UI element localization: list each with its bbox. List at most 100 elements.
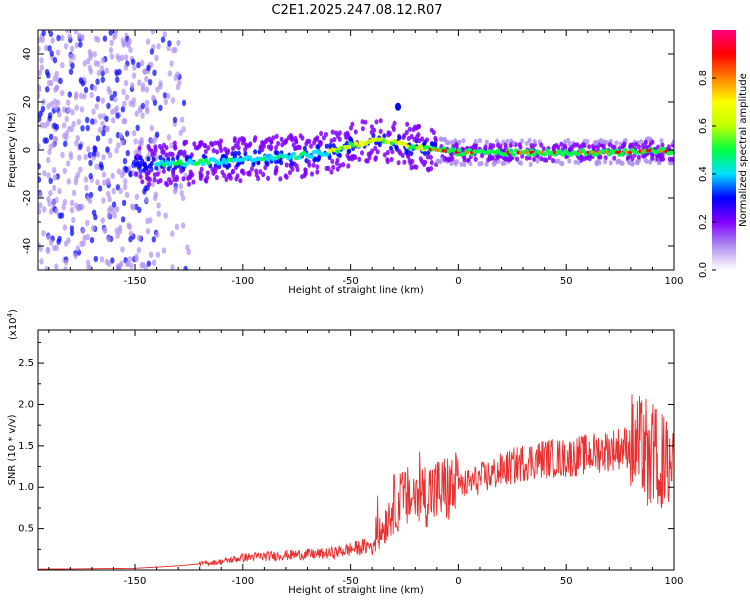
noise-blob	[113, 30, 118, 35]
band-blob	[276, 140, 281, 147]
noise-blob	[133, 138, 138, 145]
noise-blob	[83, 176, 89, 183]
band-blob	[309, 143, 313, 149]
noise-blob	[111, 117, 116, 124]
band-blob	[220, 169, 225, 175]
band-blob	[541, 146, 546, 152]
ridge-blob	[291, 151, 297, 157]
band-blob	[563, 139, 568, 145]
noise-blob	[38, 245, 43, 252]
noise-blob	[69, 229, 75, 237]
noise-blob	[117, 68, 122, 76]
noise-blob	[127, 223, 132, 230]
band-blob	[252, 137, 257, 143]
noise-blob	[49, 239, 54, 246]
band-blob	[524, 155, 529, 161]
noise-blob	[80, 125, 85, 132]
band-blob	[147, 181, 152, 187]
noise-blob	[130, 82, 135, 89]
noise-blob	[122, 100, 127, 107]
band-blob	[438, 136, 443, 142]
band-blob	[294, 163, 299, 169]
band-blob	[182, 139, 187, 146]
noise-blob	[123, 79, 129, 87]
noise-blob	[125, 260, 130, 267]
noise-blob	[38, 110, 43, 118]
noise-blob	[45, 86, 50, 93]
band-blob	[152, 177, 157, 183]
band-blob	[315, 135, 320, 141]
noise-blob	[93, 35, 99, 42]
band-blob	[166, 177, 171, 183]
band-blob	[319, 130, 324, 137]
noise-blob	[105, 177, 111, 184]
noise-blob	[75, 171, 81, 178]
noise-blob	[109, 39, 114, 47]
band-blob	[206, 145, 211, 151]
noise-blob	[68, 53, 73, 60]
band-blob	[214, 174, 219, 181]
noise-blob	[46, 234, 51, 241]
noise-blob	[148, 217, 153, 224]
noise-blob	[100, 70, 105, 77]
noise-blob	[59, 212, 65, 219]
band-blob	[137, 145, 142, 151]
noise-blob	[171, 47, 176, 54]
noise-blob	[127, 38, 132, 45]
band-blob	[520, 138, 525, 144]
noise-blob	[140, 102, 146, 110]
noise-blob	[155, 231, 160, 239]
noise-blob	[70, 109, 75, 116]
band-blob	[397, 135, 402, 141]
ridge-blob	[268, 153, 273, 159]
band-blob	[614, 140, 619, 146]
noise-blob	[89, 91, 94, 99]
noise-blob	[82, 60, 87, 67]
band-blob	[290, 166, 295, 172]
noise-blob	[142, 68, 148, 75]
noise-blob	[85, 116, 90, 124]
ridge-blob	[560, 152, 566, 157]
band-blob	[417, 138, 422, 144]
noise-blob	[162, 92, 168, 99]
noise-blob	[52, 57, 58, 64]
noise-blob	[52, 184, 57, 192]
noise-blob	[65, 99, 71, 106]
band-blob	[345, 130, 350, 136]
noise-blob	[77, 154, 82, 161]
noise-blob	[144, 86, 150, 93]
band-blob	[203, 177, 208, 183]
noise-blob	[154, 54, 159, 62]
noise-blob	[62, 224, 68, 231]
noise-blob	[90, 118, 95, 125]
noise-blob	[145, 108, 150, 115]
band-blob	[505, 138, 510, 144]
noise-blob	[128, 236, 133, 243]
band-blob	[335, 157, 340, 163]
noise-blob	[98, 161, 104, 168]
noise-blob	[122, 157, 128, 165]
noise-blob	[163, 212, 168, 219]
band-blob	[527, 137, 532, 143]
band-blob	[416, 132, 421, 138]
noise-blob	[52, 174, 58, 181]
band-blob	[386, 130, 391, 136]
spectrogram-marks	[38, 30, 674, 270]
band-blob	[377, 142, 382, 148]
band-blob	[152, 172, 157, 178]
noise-blob	[166, 134, 172, 141]
band-blob	[597, 160, 602, 166]
ridge-blob	[619, 151, 625, 156]
band-blob	[170, 151, 175, 157]
band-blob	[164, 152, 169, 158]
band-blob	[551, 158, 555, 164]
noise-blob	[56, 238, 61, 245]
noise-blob	[88, 172, 93, 180]
noise-blob	[180, 222, 186, 229]
band-blob	[385, 149, 390, 156]
noise-blob	[114, 227, 119, 234]
figure-title: C2E1.2025.247.08.12.R07	[271, 3, 442, 18]
band-blob	[378, 128, 383, 134]
noise-blob	[136, 61, 141, 69]
noise-blob	[124, 94, 130, 101]
